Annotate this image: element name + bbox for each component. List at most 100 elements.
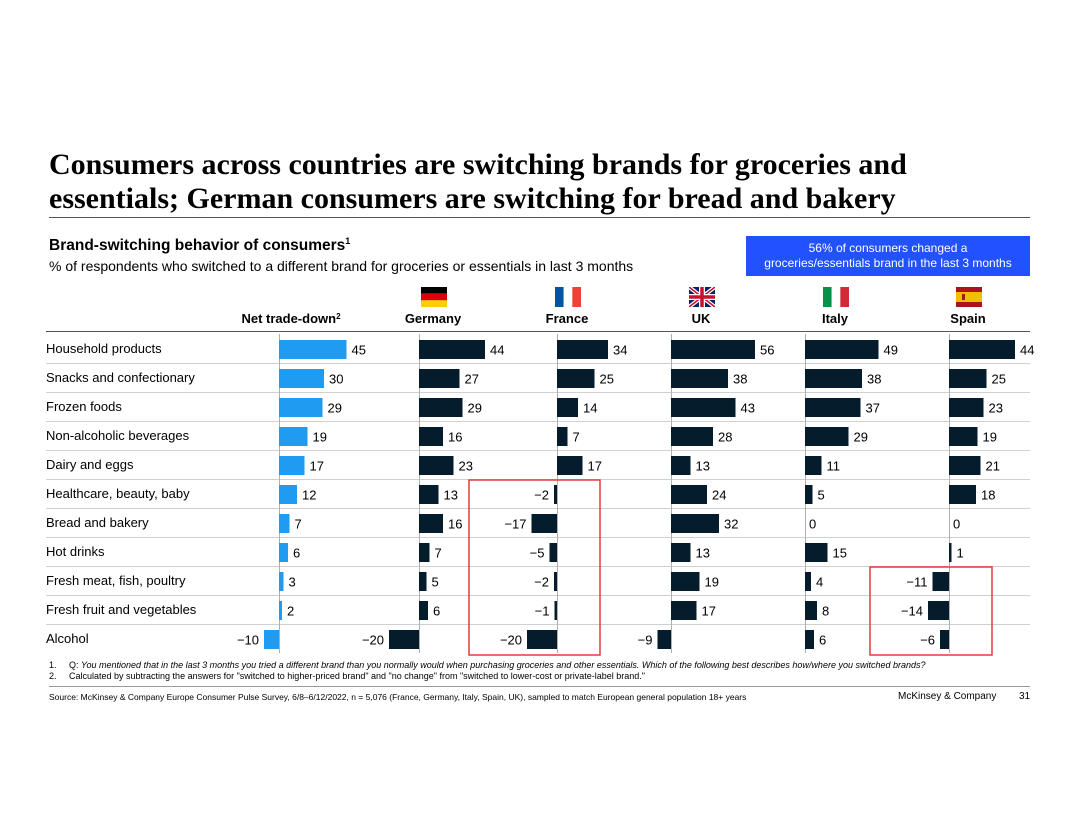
bar-germany-snacks-and-confectionary	[419, 369, 460, 388]
data-label-spain-hot-drinks: 1	[957, 546, 964, 561]
category-label-snacks-and-confectionary: Snacks and confectionary	[46, 370, 195, 385]
data-label-france-dairy-and-eggs: 17	[588, 459, 602, 474]
footnote-1-prefix: Q:	[69, 660, 82, 670]
uk-flag-icon	[689, 287, 715, 307]
data-label-france-healthcare-beauty-baby: −2	[534, 488, 549, 503]
callout-line-1: 56% of consumers changed a	[808, 241, 968, 255]
bar-net-trade-down-dairy-and-eggs	[279, 456, 305, 475]
france-flag-icon	[555, 287, 581, 307]
bar-france-alcohol	[527, 630, 557, 649]
bar-france-fresh-fruit-and-vegetables	[554, 601, 557, 620]
footnote-1-text: You mentioned that in the last 3 months …	[81, 660, 926, 670]
data-label-spain-fresh-fruit-and-vegetables: −14	[901, 604, 923, 619]
data-label-france-fresh-fruit-and-vegetables: −1	[535, 604, 550, 619]
column-header-footnote-ref: 2	[336, 312, 341, 321]
data-label-uk-fresh-fruit-and-vegetables: 17	[702, 604, 716, 619]
category-label-healthcare-beauty-baby: Healthcare, beauty, baby	[46, 486, 190, 501]
data-label-france-alcohol: −20	[500, 633, 522, 648]
bar-uk-non-alcoholic-beverages	[671, 427, 713, 446]
bar-spain-healthcare-beauty-baby	[949, 485, 976, 504]
bar-net-trade-down-snacks-and-confectionary	[279, 369, 324, 388]
column-header-germany: Germany	[405, 311, 462, 326]
bar-italy-healthcare-beauty-baby	[805, 485, 813, 504]
column-header-net-trade-down: Net trade-down2	[241, 311, 341, 326]
data-label-germany-fresh-meat-fish-poultry: 5	[432, 575, 439, 590]
page-title: Consumers across countries are switching…	[49, 148, 907, 215]
data-label-france-snacks-and-confectionary: 25	[600, 372, 614, 387]
bar-spain-dairy-and-eggs	[949, 456, 981, 475]
data-label-spain-frozen-foods: 23	[989, 401, 1003, 416]
bar-france-non-alcoholic-beverages	[557, 427, 568, 446]
bar-uk-healthcare-beauty-baby	[671, 485, 707, 504]
data-label-france-bread-and-bakery: −17	[504, 517, 526, 532]
bar-italy-dairy-and-eggs	[805, 456, 822, 475]
data-label-net-trade-down-frozen-foods: 29	[328, 401, 342, 416]
category-label-bread-and-bakery: Bread and bakery	[46, 515, 149, 530]
data-label-italy-household-products: 49	[884, 343, 898, 358]
data-label-spain-dairy-and-eggs: 21	[986, 459, 1000, 474]
column-header-italy: Italy	[822, 311, 849, 326]
brand-name: McKinsey & Company	[898, 691, 997, 702]
data-label-net-trade-down-fresh-meat-fish-poultry: 3	[289, 575, 296, 590]
data-label-net-trade-down-bread-and-bakery: 7	[295, 517, 302, 532]
data-label-net-trade-down-non-alcoholic-beverages: 19	[313, 430, 327, 445]
data-label-uk-healthcare-beauty-baby: 24	[712, 488, 726, 503]
data-label-france-non-alcoholic-beverages: 7	[573, 430, 580, 445]
data-label-net-trade-down-fresh-fruit-and-vegetables: 2	[287, 604, 294, 619]
bar-italy-hot-drinks	[805, 543, 828, 562]
bar-france-fresh-meat-fish-poultry	[554, 572, 557, 591]
data-label-france-hot-drinks: −5	[530, 546, 545, 561]
callout-line-2: groceries/essentials brand in the last 3…	[764, 256, 1012, 270]
data-label-uk-non-alcoholic-beverages: 28	[718, 430, 732, 445]
data-label-italy-frozen-foods: 37	[866, 401, 880, 416]
page-number: 31	[1019, 691, 1031, 702]
data-label-spain-snacks-and-confectionary: 25	[992, 372, 1006, 387]
data-label-italy-non-alcoholic-beverages: 29	[854, 430, 868, 445]
bar-italy-snacks-and-confectionary	[805, 369, 862, 388]
data-label-net-trade-down-alcohol: −10	[237, 633, 259, 648]
footnote-2-number: 2.	[49, 671, 57, 681]
category-label-hot-drinks: Hot drinks	[46, 544, 105, 559]
italy-flag-icon	[823, 287, 849, 307]
data-label-france-household-products: 34	[613, 343, 627, 358]
chart-subtitle-text: Brand-switching behavior of consumers	[49, 237, 346, 255]
bar-germany-bread-and-bakery	[419, 514, 443, 533]
bar-spain-fresh-fruit-and-vegetables	[928, 601, 949, 620]
bar-net-trade-down-hot-drinks	[279, 543, 288, 562]
bar-france-dairy-and-eggs	[557, 456, 583, 475]
chart-subtitle: Brand-switching behavior of consumers1	[49, 236, 350, 255]
data-label-net-trade-down-dairy-and-eggs: 17	[310, 459, 324, 474]
bar-germany-hot-drinks	[419, 543, 430, 562]
data-label-uk-alcohol: −9	[638, 633, 653, 648]
bar-net-trade-down-alcohol	[264, 630, 279, 649]
data-label-germany-snacks-and-confectionary: 27	[465, 372, 479, 387]
category-label-fresh-fruit-and-vegetables: Fresh fruit and vegetables	[46, 602, 197, 617]
bar-uk-alcohol	[657, 630, 671, 649]
bar-italy-fresh-meat-fish-poultry	[805, 572, 811, 591]
bar-uk-frozen-foods	[671, 398, 736, 417]
highlight-box-spain	[869, 566, 993, 656]
data-label-spain-fresh-meat-fish-poultry: −11	[906, 575, 927, 590]
bar-italy-fresh-fruit-and-vegetables	[805, 601, 817, 620]
data-label-italy-hot-drinks: 15	[833, 546, 847, 561]
data-label-france-frozen-foods: 14	[583, 401, 597, 416]
category-label-dairy-and-eggs: Dairy and eggs	[46, 457, 134, 472]
bar-spain-household-products	[949, 340, 1015, 359]
bar-spain-hot-drinks	[949, 543, 952, 562]
data-label-net-trade-down-snacks-and-confectionary: 30	[329, 372, 343, 387]
bar-germany-alcohol	[389, 630, 419, 649]
bar-france-healthcare-beauty-baby	[554, 485, 557, 504]
highlight-box-france	[468, 479, 601, 656]
category-label-non-alcoholic-beverages: Non-alcoholic beverages	[46, 428, 190, 443]
category-label-alcohol: Alcohol	[46, 631, 89, 646]
source-note: Source: McKinsey & Company Europe Consum…	[49, 692, 747, 702]
data-label-uk-bread-and-bakery: 32	[724, 517, 738, 532]
bar-net-trade-down-healthcare-beauty-baby	[279, 485, 297, 504]
data-label-germany-healthcare-beauty-baby: 13	[444, 488, 458, 503]
bar-france-household-products	[557, 340, 608, 359]
title-divider	[49, 217, 1030, 218]
data-label-spain-household-products: 44	[1020, 343, 1034, 358]
bar-uk-bread-and-bakery	[671, 514, 719, 533]
bar-net-trade-down-fresh-meat-fish-poultry	[279, 572, 284, 591]
data-label-net-trade-down-hot-drinks: 6	[293, 546, 300, 561]
